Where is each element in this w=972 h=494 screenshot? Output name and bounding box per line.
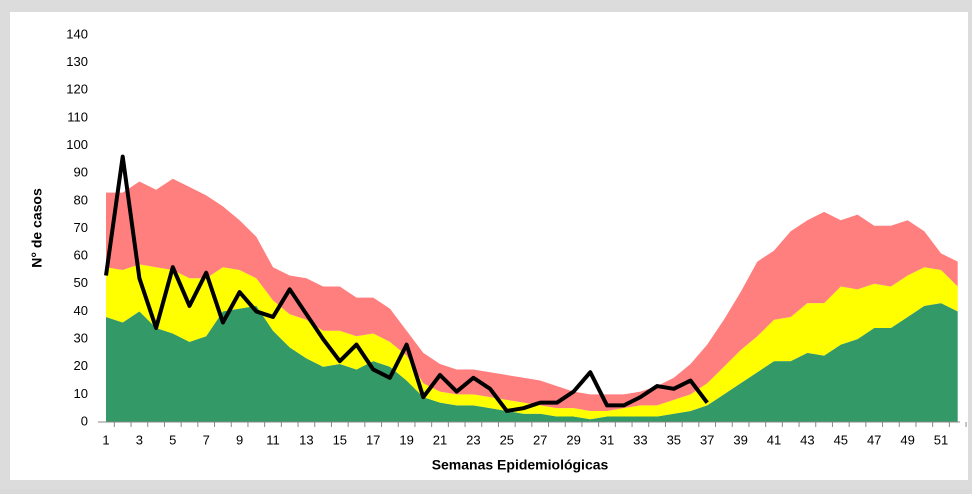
y-tick-label: 80: [74, 192, 88, 207]
y-tick-label: 140: [66, 26, 88, 41]
y-tick-label: 60: [74, 248, 88, 263]
x-tick-label: 7: [203, 432, 210, 447]
y-tick-label: 110: [67, 109, 88, 124]
x-tick-label: 51: [934, 432, 948, 447]
y-tick-label: 130: [66, 54, 88, 69]
x-tick-label: 37: [700, 432, 714, 447]
x-tick-label: 21: [433, 432, 447, 447]
area: [106, 264, 958, 420]
x-tick-label: 31: [600, 432, 614, 447]
x-tick-label: 43: [800, 432, 814, 447]
y-tick-label: 120: [66, 82, 88, 97]
x-tick-label: 33: [633, 432, 647, 447]
x-tick-label: 17: [366, 432, 380, 447]
x-tick-label: 23: [466, 432, 480, 447]
x-tick-label: 3: [136, 432, 143, 447]
y-tick-label: 0: [81, 413, 88, 428]
x-tick-label: 19: [399, 432, 413, 447]
x-tick-label: 11: [266, 432, 280, 447]
x-tick-label: 47: [867, 432, 881, 447]
y-tick-label: 100: [66, 137, 88, 152]
x-tick-label: 5: [169, 432, 176, 447]
x-tick-label: 35: [667, 432, 681, 447]
x-tick-label: 25: [500, 432, 514, 447]
x-tick-label: 49: [900, 432, 914, 447]
x-tick-label: 1: [102, 432, 109, 447]
x-tick-label: 45: [834, 432, 848, 447]
x-axis-title: Semanas Epidemiológicas: [432, 457, 609, 473]
x-tick-label: 9: [236, 432, 243, 447]
y-tick-label: 90: [74, 165, 88, 180]
x-tick-label: 15: [333, 432, 347, 447]
y-tick-label: 70: [74, 220, 88, 235]
x-tick-label: 39: [733, 432, 747, 447]
y-axis-title: N° de casos: [29, 188, 45, 268]
y-tick-label: 50: [74, 275, 88, 290]
y-tick-label: 30: [74, 331, 88, 346]
line: [104, 154, 709, 413]
y-tick-label: 10: [74, 386, 88, 401]
area: [106, 178, 958, 411]
y-tick-label: 40: [74, 303, 88, 318]
y-tick-label: 20: [74, 358, 88, 373]
x-tick-label: 27: [533, 432, 547, 447]
x-tick-label: 13: [299, 432, 313, 447]
x-tick-label: 29: [566, 432, 580, 447]
x-tick-label: 41: [767, 432, 781, 447]
area: [106, 303, 958, 422]
